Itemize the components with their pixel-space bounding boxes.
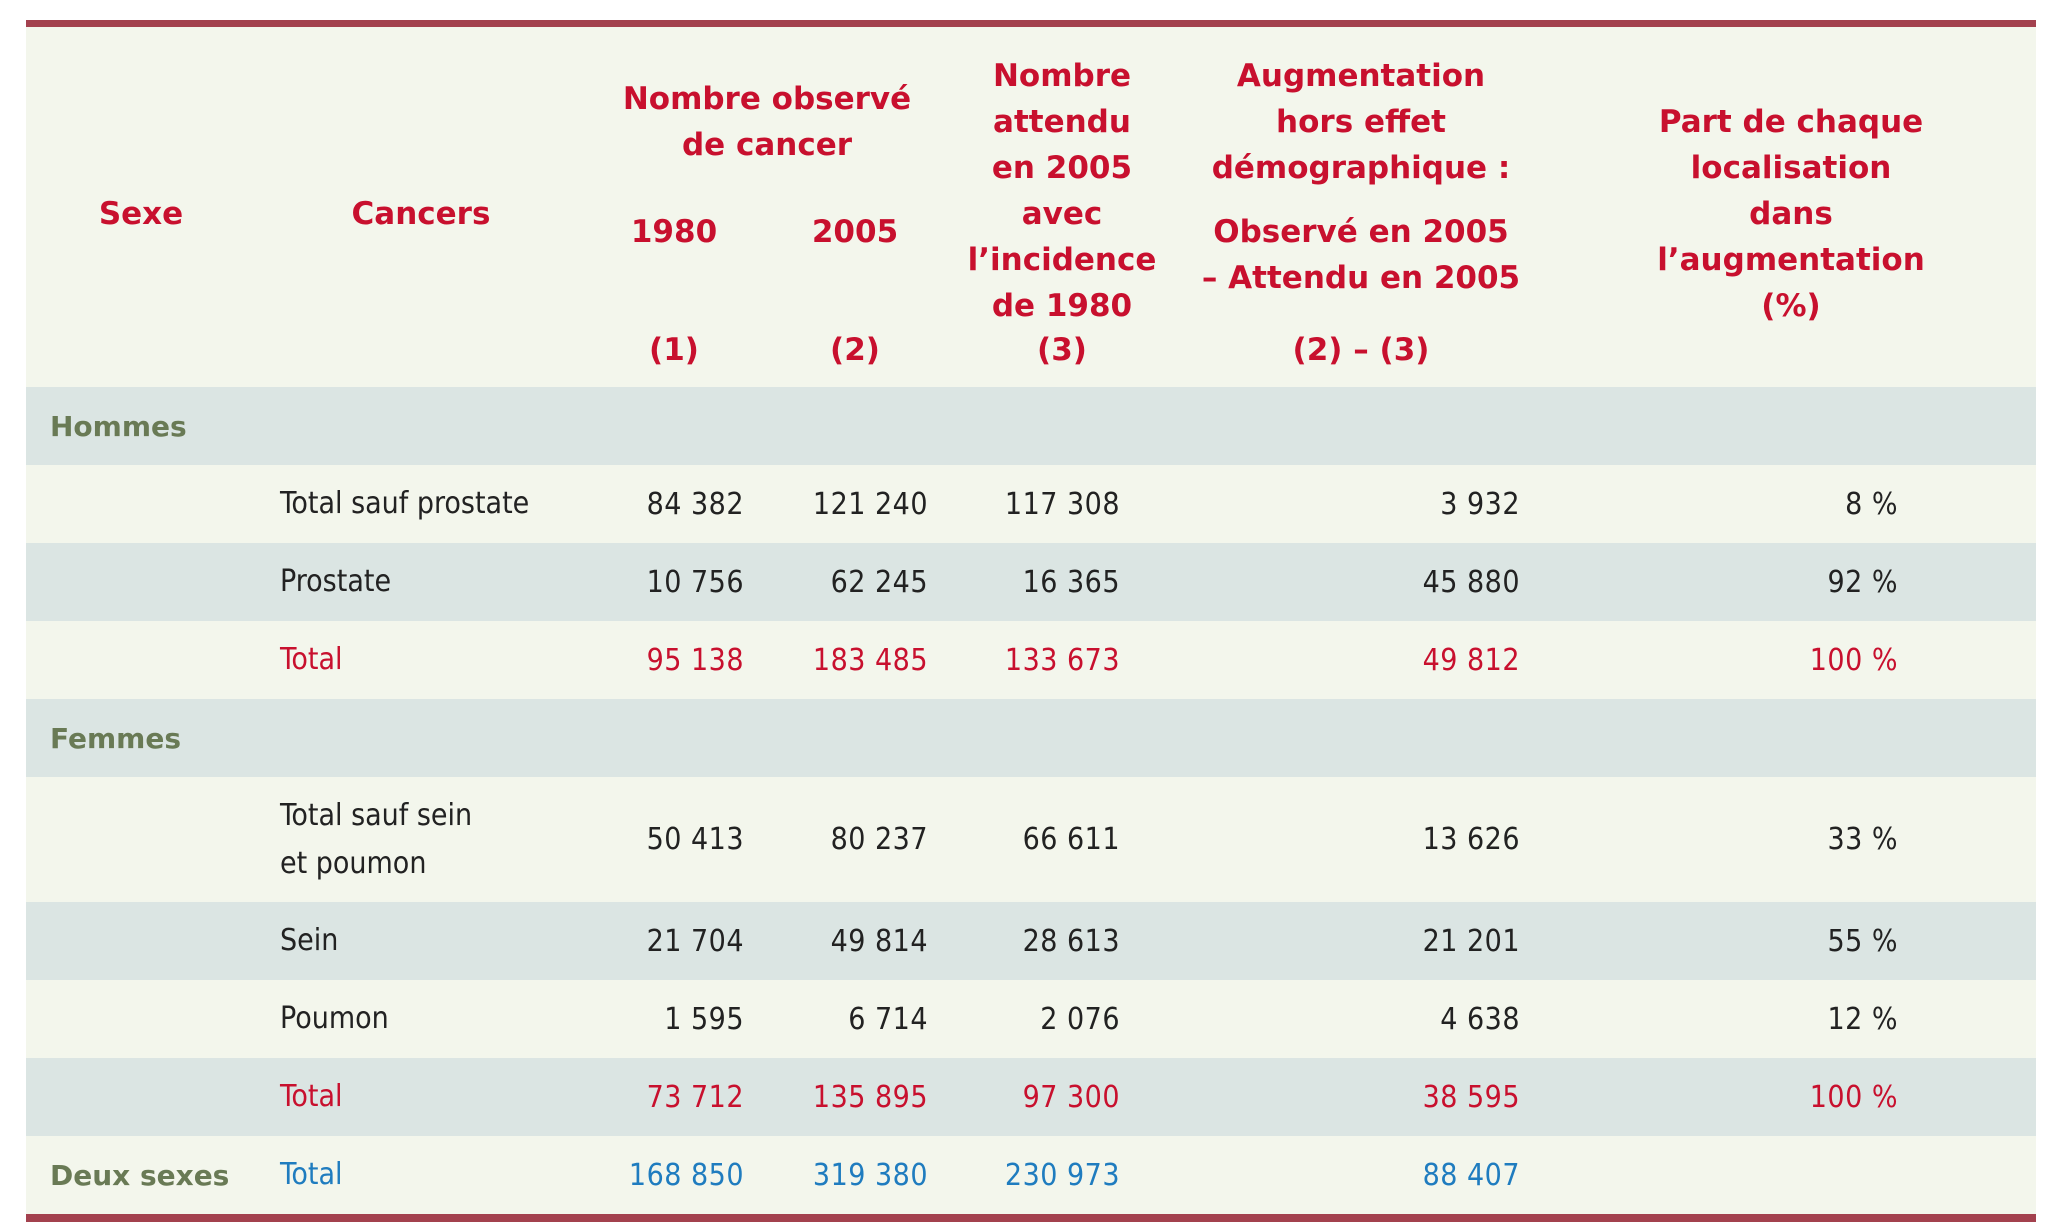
header-augmentation-formula: Observé en 2005 – Attendu en 2005 — [1201, 214, 1521, 296]
header-augmentation-ref: (2) – (3) — [1292, 332, 1430, 368]
cell-1980: 73 712 — [646, 1079, 744, 1115]
section-label-hommes: Hommes — [50, 409, 187, 443]
header-augmentation: Augmentation hors effet démographique : … — [1176, 27, 1546, 387]
header-1980: Nombre observé de cancer 1980 (1) — [586, 27, 911, 387]
header-year-1980: 1980 — [630, 214, 718, 250]
cell-attendu: 2 076 — [1040, 1001, 1120, 1037]
header-cancers: Cancers — [256, 27, 586, 387]
cell-attendu: 28 613 — [1022, 923, 1120, 959]
cell-sexe — [26, 465, 256, 543]
section-label-deux-sexes: Deux sexes — [50, 1158, 230, 1192]
table-row-total-hommes: Total 95 138 183 485 133 673 49 812 100 … — [26, 621, 2036, 699]
cell-cancer: Sein — [280, 923, 339, 958]
header-observed-group: Nombre observé de cancer — [622, 81, 912, 163]
cell-cancer: Total — [280, 642, 343, 677]
cell-augmentation: 88 407 — [1422, 1157, 1520, 1193]
cell-part: 100 % — [1809, 642, 1898, 678]
cell-augmentation: 45 880 — [1422, 564, 1520, 600]
table-row-total-deux-sexes: Deux sexes Total 168 850 319 380 230 973… — [26, 1136, 2036, 1214]
bottom-rule — [26, 1214, 2036, 1222]
cell-attendu: 117 308 — [1004, 486, 1120, 522]
header-cancers-label: Cancers — [351, 196, 491, 232]
cell-attendu: 16 365 — [1022, 564, 1120, 600]
header-expected: Nombre attendu en 2005 avec l’incidence … — [948, 27, 1176, 387]
cell-1980: 95 138 — [646, 642, 744, 678]
header-year-2005: 2005 — [811, 214, 899, 250]
cell-sexe — [26, 543, 256, 621]
cell-2005: 183 485 — [812, 642, 928, 678]
cell-sexe — [26, 1058, 256, 1136]
cell-augmentation: 49 812 — [1422, 642, 1520, 678]
header-sexe: Sexe — [26, 27, 256, 387]
header-expected-label: Nombre attendu en 2005 avec l’incidence … — [967, 58, 1157, 324]
header-augmentation-label: Augmentation hors effet démographique : — [1211, 58, 1511, 186]
table-row: Total sauf prostate 84 382 121 240 117 3… — [26, 465, 2036, 543]
cell-augmentation: 21 201 — [1422, 923, 1520, 959]
cell-part: 100 % — [1809, 1079, 1898, 1115]
cell-attendu: 133 673 — [1004, 642, 1120, 678]
cell-1980: 21 704 — [646, 923, 744, 959]
header-sexe-label: Sexe — [98, 196, 184, 232]
cell-2005: 62 245 — [830, 564, 928, 600]
section-row-hommes: Hommes — [26, 387, 2036, 465]
cell-cancer: Poumon — [280, 1001, 389, 1036]
cell-sexe — [26, 980, 256, 1058]
cell-2005: 121 240 — [812, 486, 928, 522]
header-ref-1: (1) — [649, 332, 699, 368]
cell-attendu: 230 973 — [1004, 1157, 1120, 1193]
cell-2005: 319 380 — [812, 1157, 928, 1193]
cell-cancer: Prostate — [280, 564, 392, 599]
table-row: Prostate 10 756 62 245 16 365 45 880 92 … — [26, 543, 2036, 621]
cell-2005: 6 714 — [848, 1001, 928, 1037]
cell-part: 8 % — [1845, 486, 1898, 522]
table-row: Total sauf sein et poumon 50 413 80 237 … — [26, 777, 2036, 902]
header-ref-3: (3) — [1037, 332, 1087, 368]
header-part-label: Part de chaque localisation dans l’augme… — [1657, 104, 1925, 324]
cell-augmentation: 3 932 — [1440, 486, 1520, 522]
cell-2005: 135 895 — [812, 1079, 928, 1115]
cell-augmentation: 13 626 — [1422, 822, 1520, 857]
cell-1980: 50 413 — [646, 822, 744, 857]
table-row-total-femmes: Total 73 712 135 895 97 300 38 595 100 % — [26, 1058, 2036, 1136]
section-row-femmes: Femmes — [26, 699, 2036, 777]
cell-2005: 49 814 — [830, 923, 928, 959]
cell-1980: 1 595 — [664, 1001, 744, 1037]
cell-part: 33 % — [1827, 822, 1898, 857]
cell-1980: 168 850 — [628, 1157, 744, 1193]
cancer-incidence-table-frame: Sexe Cancers Nombre observé de cancer 19… — [26, 20, 2036, 1222]
table-row: Sein 21 704 49 814 28 613 21 201 55 % — [26, 902, 2036, 980]
cell-augmentation: 38 595 — [1422, 1079, 1520, 1115]
cell-sexe — [26, 777, 256, 902]
top-rule — [26, 20, 2036, 27]
cell-part: 92 % — [1827, 564, 1898, 600]
cell-part — [1546, 1136, 2036, 1214]
cell-attendu: 66 611 — [1022, 822, 1120, 857]
cell-part: 55 % — [1827, 923, 1898, 959]
cell-sexe — [26, 902, 256, 980]
cell-attendu: 97 300 — [1022, 1079, 1120, 1115]
cancer-incidence-table: Sexe Cancers Nombre observé de cancer 19… — [26, 27, 2036, 1214]
cell-2005: 80 237 — [830, 822, 928, 857]
header-2005: 2005 (2) — [762, 27, 948, 387]
section-label-femmes: Femmes — [50, 721, 181, 755]
header-ref-2: (2) — [830, 332, 880, 368]
cell-cancer: Total — [280, 1157, 343, 1192]
cell-sexe — [26, 621, 256, 699]
cell-cancer: Total sauf prostate — [280, 486, 530, 521]
cell-cancer: Total sauf sein et poumon — [280, 797, 473, 881]
cell-1980: 84 382 — [646, 486, 744, 522]
cell-cancer: Total — [280, 1079, 343, 1114]
table-row: Poumon 1 595 6 714 2 076 4 638 12 % — [26, 980, 2036, 1058]
header-part: Part de chaque localisation dans l’augme… — [1546, 27, 2036, 387]
header-row: Sexe Cancers Nombre observé de cancer 19… — [26, 27, 2036, 387]
cell-1980: 10 756 — [646, 564, 744, 600]
cell-augmentation: 4 638 — [1440, 1001, 1520, 1037]
cell-part: 12 % — [1827, 1001, 1898, 1037]
